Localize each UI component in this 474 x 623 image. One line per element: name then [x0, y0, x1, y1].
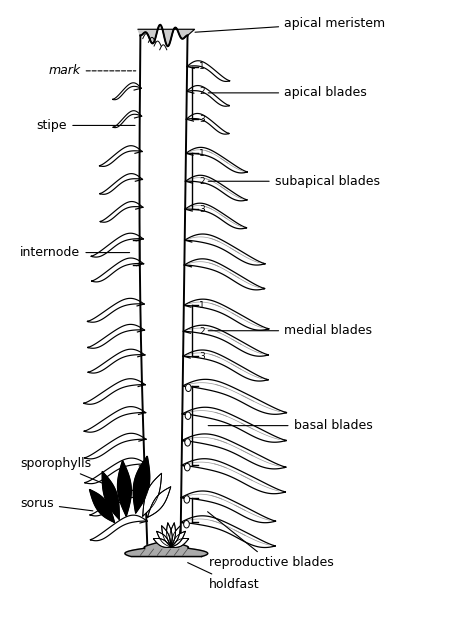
Circle shape	[184, 464, 190, 471]
Polygon shape	[90, 490, 115, 522]
Polygon shape	[153, 538, 171, 548]
Text: mark: mark	[48, 64, 136, 77]
Circle shape	[184, 496, 190, 503]
Polygon shape	[170, 523, 175, 547]
Text: sporophylls: sporophylls	[20, 457, 112, 487]
Text: stipe: stipe	[36, 119, 135, 132]
Text: basal blades: basal blades	[208, 419, 372, 432]
Text: reproductive blades: reproductive blades	[208, 511, 334, 569]
Circle shape	[185, 384, 191, 391]
Text: 1: 1	[199, 301, 205, 310]
Circle shape	[185, 412, 191, 419]
Polygon shape	[171, 538, 189, 548]
Text: 3: 3	[199, 115, 205, 124]
Text: 1: 1	[199, 149, 205, 158]
Polygon shape	[147, 487, 171, 518]
Text: 1: 1	[199, 62, 205, 71]
Polygon shape	[171, 531, 185, 547]
Text: holdfast: holdfast	[188, 563, 259, 591]
Text: 2: 2	[199, 327, 205, 336]
Circle shape	[185, 439, 191, 446]
Polygon shape	[166, 523, 172, 547]
Text: 2: 2	[199, 87, 205, 96]
Text: internode: internode	[20, 246, 129, 259]
Polygon shape	[171, 526, 181, 547]
Polygon shape	[125, 541, 208, 556]
Text: 2: 2	[199, 177, 205, 186]
Text: apical meristem: apical meristem	[195, 17, 385, 32]
Text: 3: 3	[199, 351, 205, 361]
Text: 3: 3	[199, 205, 205, 214]
Polygon shape	[118, 460, 131, 516]
Text: apical blades: apical blades	[208, 87, 367, 100]
Polygon shape	[138, 25, 195, 46]
Polygon shape	[102, 472, 119, 520]
Polygon shape	[143, 473, 162, 516]
Polygon shape	[133, 456, 150, 513]
Text: sorus: sorus	[20, 497, 93, 511]
Text: subapical blades: subapical blades	[208, 175, 380, 188]
Circle shape	[183, 520, 189, 528]
Text: medial blades: medial blades	[208, 324, 372, 337]
Polygon shape	[162, 526, 171, 547]
Polygon shape	[156, 531, 171, 547]
